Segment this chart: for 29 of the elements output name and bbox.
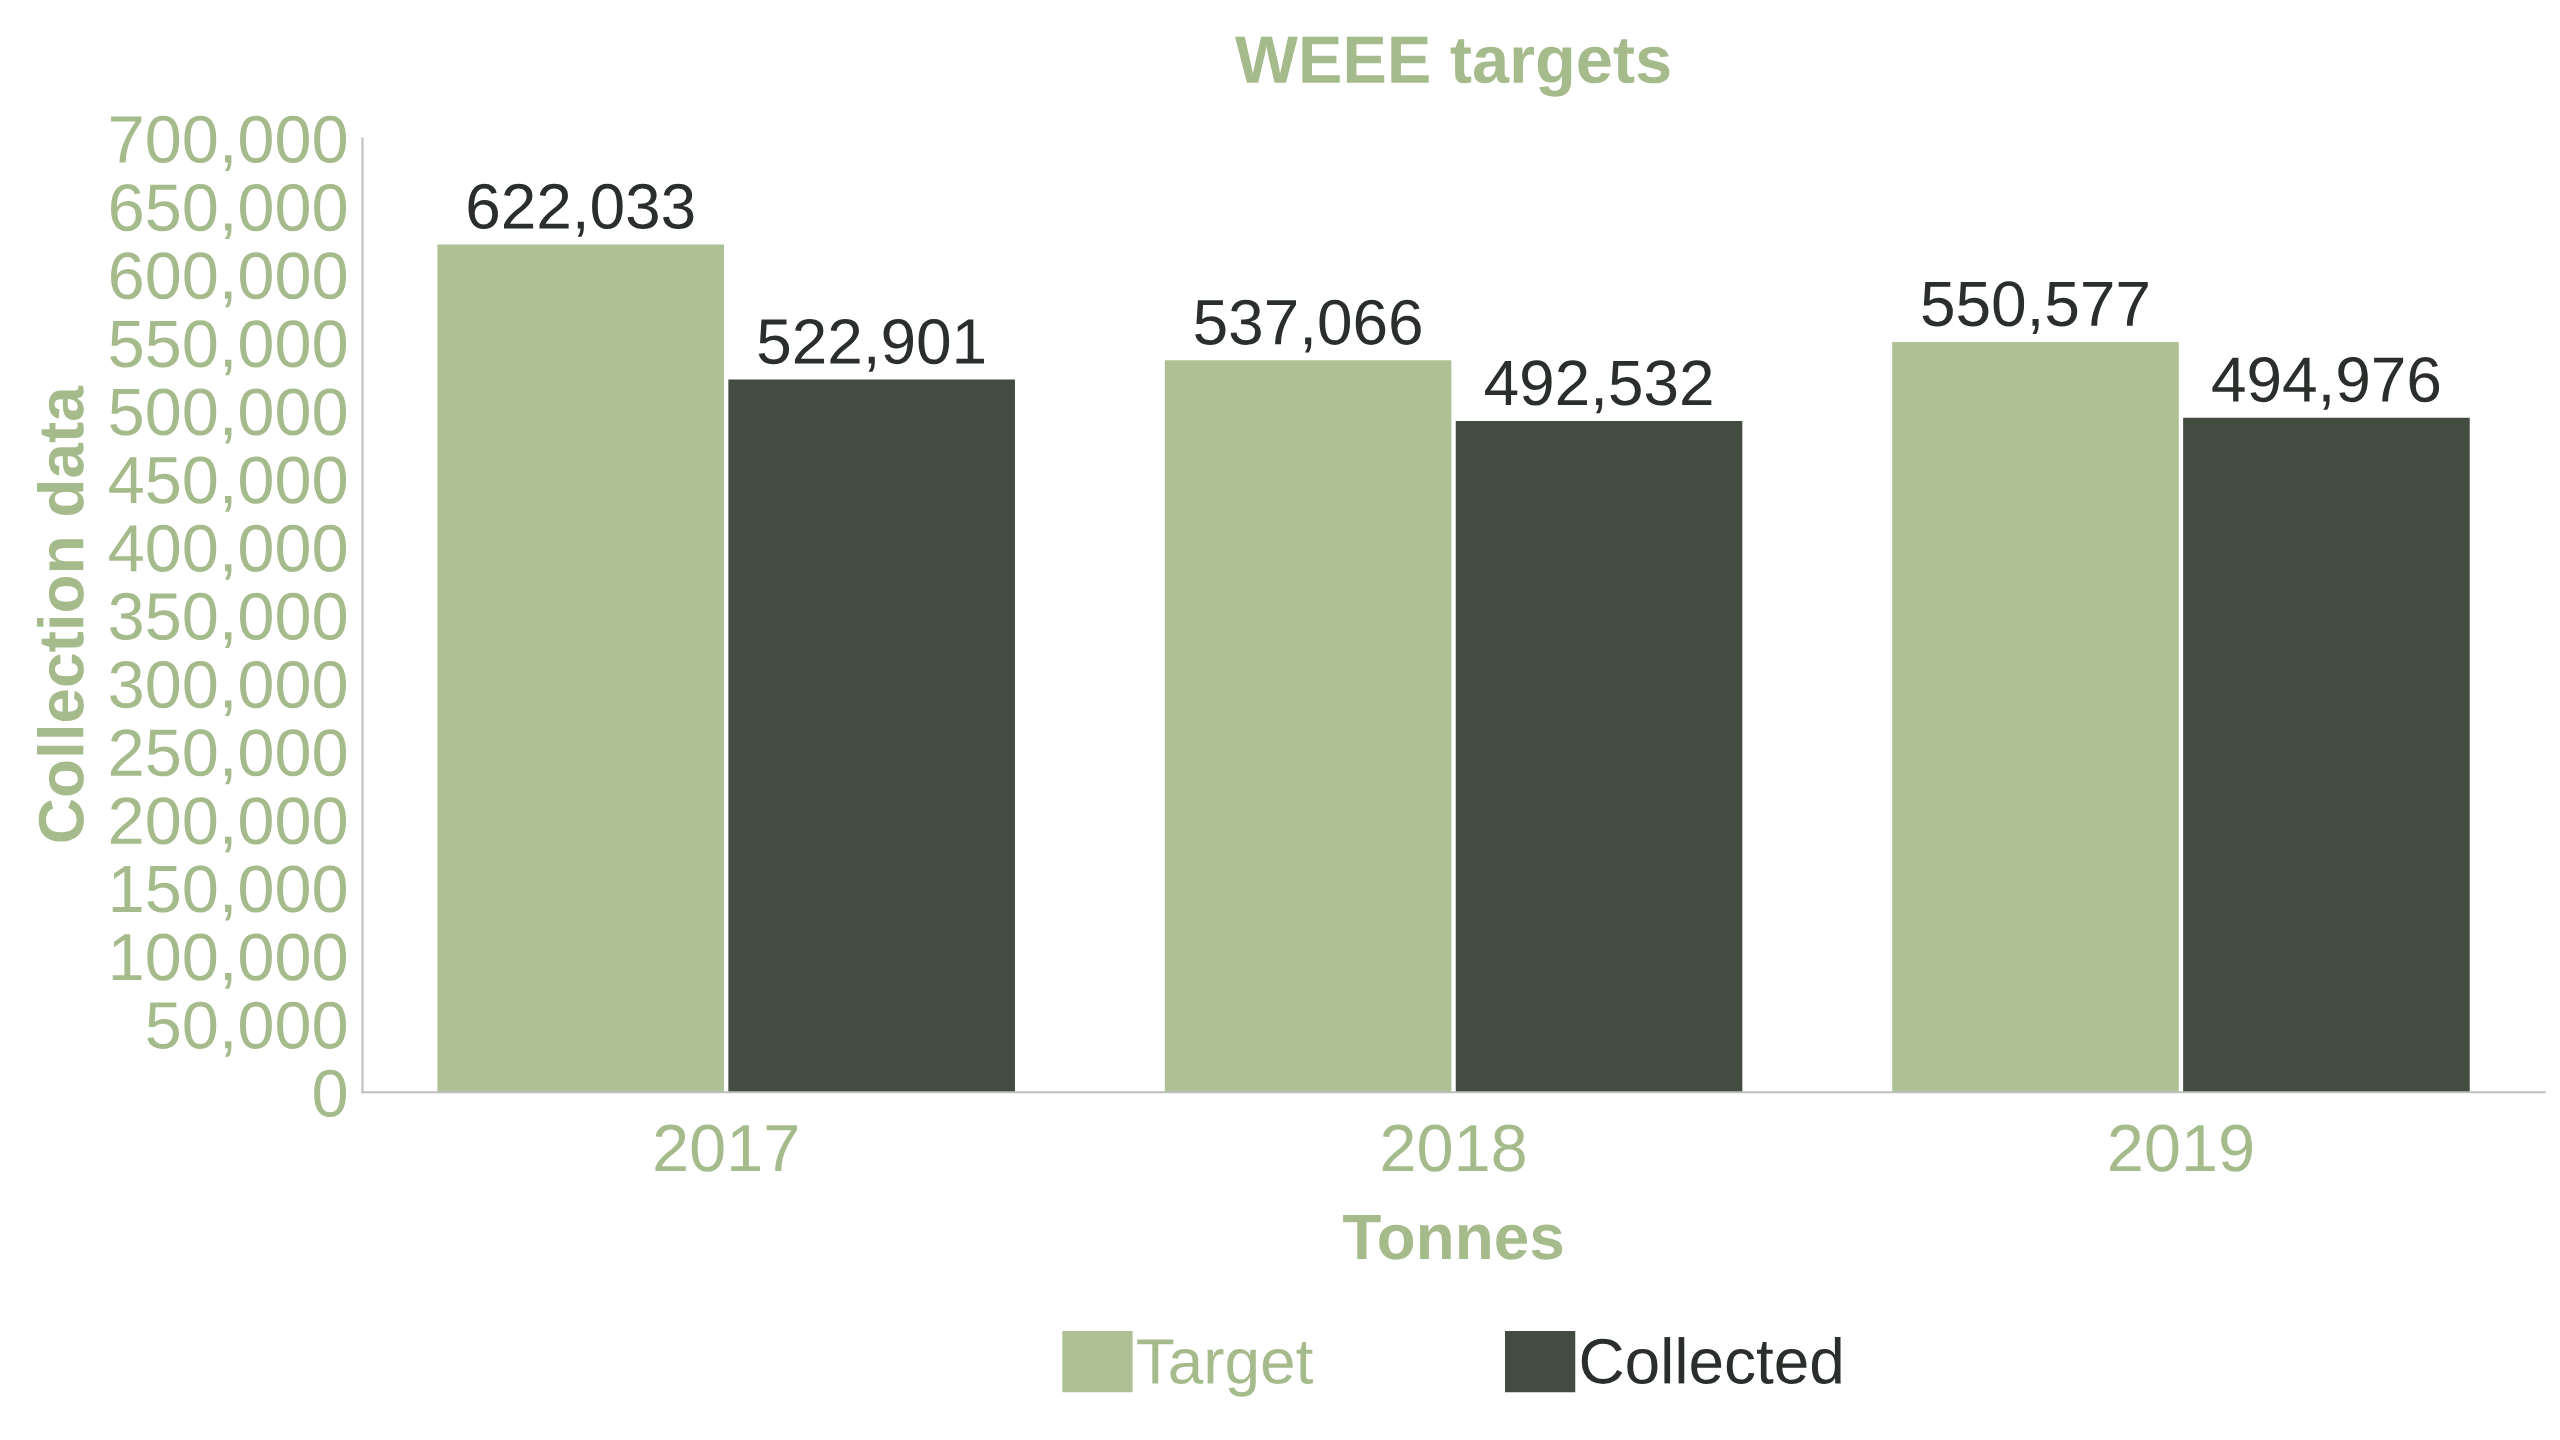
data-label: 522,901 xyxy=(758,318,985,372)
y-axis-title: Collection data xyxy=(36,385,84,842)
legend-label: Collected xyxy=(1581,1337,1841,1385)
y-tick-label: 500,000 xyxy=(110,388,347,444)
x-tick-label: 2019 xyxy=(2110,1124,2252,1172)
y-tick-label: 650,000 xyxy=(111,183,347,240)
data-label: 537,066 xyxy=(1195,299,1421,353)
y-tick-label: 450,000 xyxy=(109,456,347,512)
data-label: 492,532 xyxy=(1485,360,1712,414)
y-tick-label: 250,000 xyxy=(111,729,347,785)
x-tick-label: 2018 xyxy=(1382,1124,1525,1172)
legend-label: Target xyxy=(1137,1339,1313,1397)
y-tick-label: 700,000 xyxy=(111,115,347,171)
x-tick-label: 2017 xyxy=(655,1124,797,1172)
chart-title: WEEE targets xyxy=(1235,36,1670,97)
y-tick-label: 150,000 xyxy=(112,865,347,921)
y-tick-label: 200,000 xyxy=(111,797,347,853)
y-tick-label: 550,000 xyxy=(110,320,347,376)
y-tick-label: 600,000 xyxy=(111,252,347,308)
y-tick-label: 400,000 xyxy=(109,524,347,580)
data-label: 622,033 xyxy=(468,183,694,237)
y-tick-label: 300,000 xyxy=(110,660,347,717)
data-label: 550,577 xyxy=(1922,281,2148,335)
y-tick-label: 50,000 xyxy=(147,1001,347,1057)
data-label: 494,976 xyxy=(2212,357,2440,410)
y-tick-label: 0 xyxy=(314,1069,346,1118)
x-axis-title: Tonnes xyxy=(1343,1215,1563,1260)
y-tick-label: 350,000 xyxy=(110,592,347,648)
y-tick-label: 100,000 xyxy=(112,933,347,989)
